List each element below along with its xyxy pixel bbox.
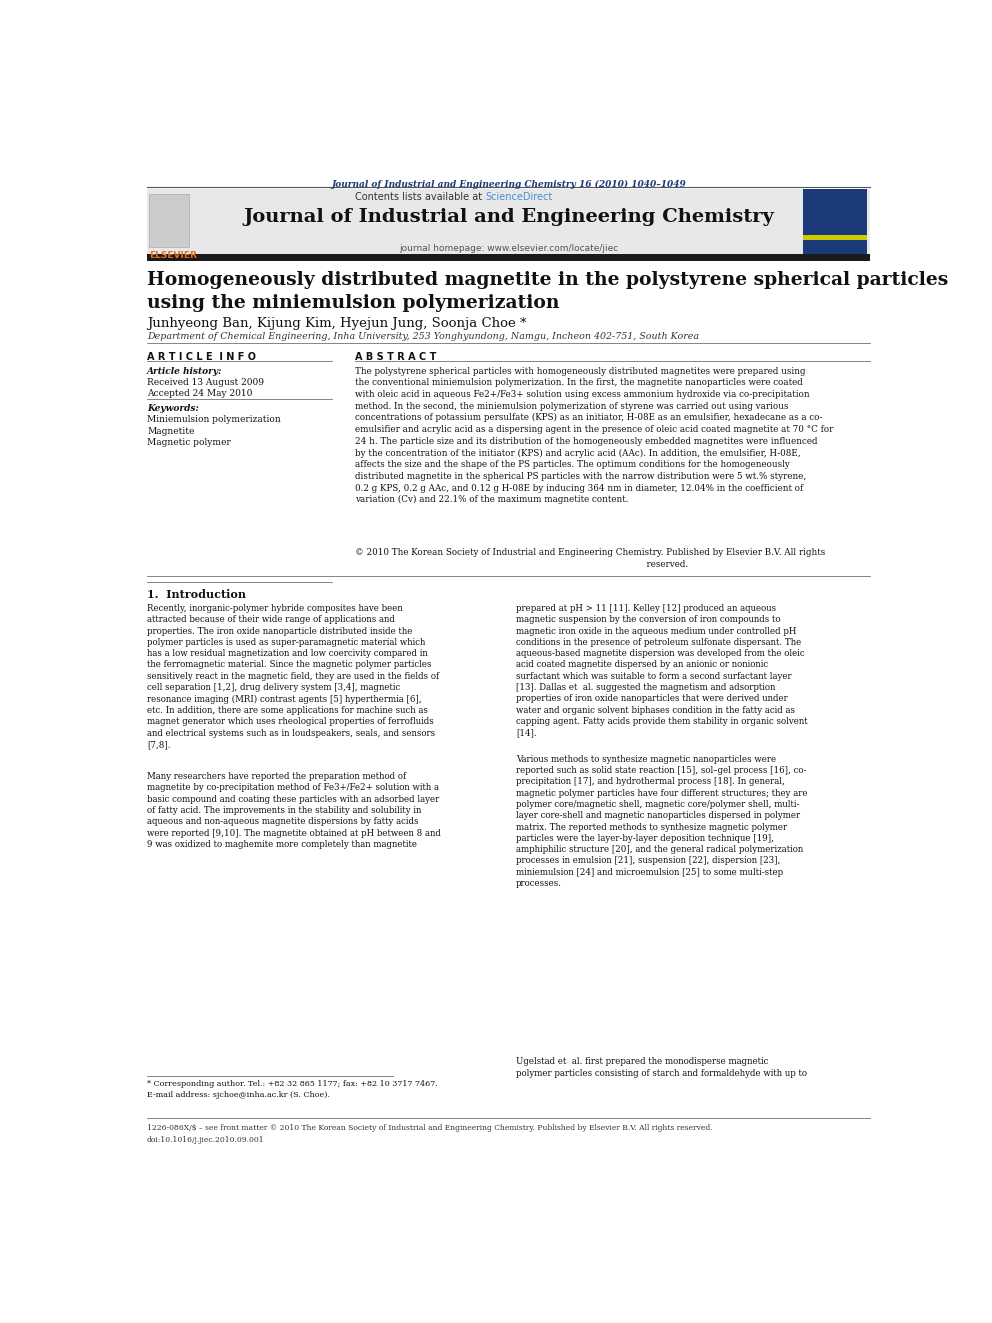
Text: * Corresponding author. Tel.: +82 32 865 1177; fax: +82 10 3717 7467.: * Corresponding author. Tel.: +82 32 865… xyxy=(147,1080,437,1088)
Text: E-mail address: sjchoe@inha.ac.kr (S. Choe).: E-mail address: sjchoe@inha.ac.kr (S. Ch… xyxy=(147,1091,330,1099)
Text: Magnetic polymer: Magnetic polymer xyxy=(147,438,231,447)
Text: Keywords:: Keywords: xyxy=(147,405,199,413)
Text: Miniemulsion polymerization: Miniemulsion polymerization xyxy=(147,415,281,425)
Text: Accepted 24 May 2010: Accepted 24 May 2010 xyxy=(147,389,252,398)
Text: The polystyrene spherical particles with homogeneously distributed magnetites we: The polystyrene spherical particles with… xyxy=(355,366,833,504)
Text: Journal of Industrial and Engineering Chemistry 16 (2010) 1040–1049: Journal of Industrial and Engineering Ch… xyxy=(331,180,685,189)
Text: Many researchers have reported the preparation method of
magnetite by co-precipi: Many researchers have reported the prepa… xyxy=(147,773,440,849)
Text: ScienceDirect: ScienceDirect xyxy=(485,192,553,202)
Text: Contents lists available at: Contents lists available at xyxy=(355,192,485,202)
Text: Department of Chemical Engineering, Inha University, 253 Yonghyundong, Namgu, In: Department of Chemical Engineering, Inha… xyxy=(147,332,699,341)
Text: ELSEVIER: ELSEVIER xyxy=(150,251,197,261)
Text: Homogeneously distributed magnetite in the polystyrene spherical particles
using: Homogeneously distributed magnetite in t… xyxy=(147,271,948,312)
Text: Ugelstad et  al. first prepared the monodisperse magnetic
polymer particles cons: Ugelstad et al. first prepared the monod… xyxy=(516,1057,807,1077)
Bar xyxy=(147,254,870,261)
Text: Received 13 August 2009: Received 13 August 2009 xyxy=(147,378,264,386)
Bar xyxy=(147,189,870,254)
Text: Recently, inorganic-polymer hybride composites have been
attracted because of th: Recently, inorganic-polymer hybride comp… xyxy=(147,603,439,749)
Text: Journal of Industrial and Engineering Chemistry: Journal of Industrial and Engineering Ch… xyxy=(243,208,774,226)
Text: Article history:: Article history: xyxy=(147,366,222,376)
Text: 1.  Introduction: 1. Introduction xyxy=(147,589,246,599)
Bar xyxy=(803,189,867,254)
Text: prepared at pH > 11 [11]. Kelley [12] produced an aqueous
magnetic suspension by: prepared at pH > 11 [11]. Kelley [12] pr… xyxy=(516,603,807,737)
Bar xyxy=(803,235,867,241)
Text: Various methods to synthesize magnetic nanoparticles were
reported such as solid: Various methods to synthesize magnetic n… xyxy=(516,754,807,888)
Text: doi:10.1016/j.jiec.2010.09.001: doi:10.1016/j.jiec.2010.09.001 xyxy=(147,1135,265,1143)
Text: © 2010 The Korean Society of Industrial and Engineering Chemistry. Published by : © 2010 The Korean Society of Industrial … xyxy=(355,548,825,569)
Bar xyxy=(150,194,189,247)
Text: Magnetite: Magnetite xyxy=(147,427,194,435)
Text: Junhyeong Ban, Kijung Kim, Hyejun Jung, Soonja Choe *: Junhyeong Ban, Kijung Kim, Hyejun Jung, … xyxy=(147,316,527,329)
Text: journal homepage: www.elsevier.com/locate/jiec: journal homepage: www.elsevier.com/locat… xyxy=(399,245,618,253)
Text: A R T I C L E  I N F O: A R T I C L E I N F O xyxy=(147,352,256,363)
Text: 1226-086X/$ – see front matter © 2010 The Korean Society of Industrial and Engin: 1226-086X/$ – see front matter © 2010 Th… xyxy=(147,1125,712,1132)
Text: A B S T R A C T: A B S T R A C T xyxy=(355,352,436,363)
